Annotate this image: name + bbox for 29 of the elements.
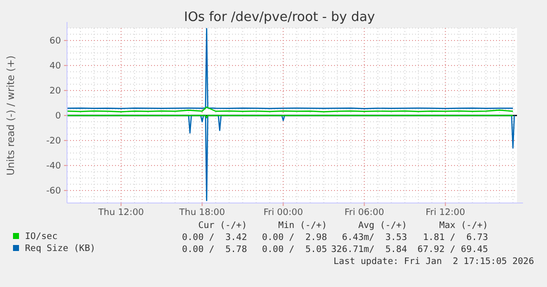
- text: 0.00 / 5.05: [262, 245, 327, 255]
- text: Min (-/+): [278, 221, 327, 231]
- y-tick-label: 0: [55, 112, 62, 122]
- x-tick-label: Thu 12:00: [97, 208, 144, 218]
- y-tick-label: -60: [46, 186, 62, 196]
- x-tick-label: Fri 06:00: [344, 208, 384, 218]
- text: 1.81 / 6.73: [422, 233, 488, 243]
- y-tick-label: -20: [46, 136, 62, 146]
- text: 0.00 / 3.42: [182, 233, 247, 243]
- x-tick-label: Thu 18:00: [178, 208, 226, 218]
- text: 0.00 / 2.98: [262, 233, 327, 243]
- text: 6.43m/ 3.53: [342, 233, 407, 243]
- chart-title: IOs for /dev/pve/root - by day: [184, 10, 376, 25]
- x-tick-label: Fri 12:00: [426, 208, 466, 218]
- y-axis-title: Units read (-) / write (+): [6, 55, 17, 176]
- text: Max (-/+): [439, 221, 488, 231]
- legend-label: Req Size (KB): [25, 244, 96, 254]
- y-tick-label: 20: [50, 86, 62, 96]
- text: 67.92 / 69.45: [418, 245, 488, 255]
- y-tick-label: -40: [46, 162, 62, 172]
- text: Avg (-/+): [358, 221, 407, 231]
- text: 326.71m/ 5.84: [331, 245, 407, 255]
- text: Cur (-/+): [198, 221, 247, 231]
- y-tick-label: 60: [50, 36, 62, 46]
- text: 0.00 / 5.78: [182, 245, 247, 255]
- y-tick-label: 40: [50, 62, 62, 72]
- x-tick-label: Fri 00:00: [263, 208, 304, 218]
- text: Last update: Fri Jan 2 17:15:05 2026: [334, 257, 534, 267]
- legend-label: IO/sec: [25, 232, 58, 242]
